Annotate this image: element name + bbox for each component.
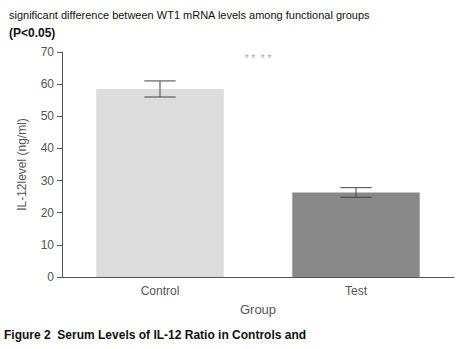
svg-text:30: 30 [41, 174, 55, 188]
svg-text:significant difference between: significant difference between WT1 mRNA … [9, 9, 370, 21]
svg-text:Test: Test [345, 284, 368, 298]
svg-text:10: 10 [41, 238, 55, 252]
svg-text:60: 60 [41, 77, 55, 91]
svg-text:20: 20 [41, 206, 55, 220]
svg-text:* * * *: * * * * [245, 53, 272, 64]
svg-text:Figure 2 Serum Levels of IL-1: Figure 2 Serum Levels of IL-12 Ratio in … [4, 328, 306, 342]
svg-text:0: 0 [47, 270, 54, 284]
svg-text:Group: Group [240, 302, 276, 317]
svg-text:(P<0.05): (P<0.05) [9, 26, 55, 40]
svg-text:70: 70 [41, 45, 55, 59]
svg-text:IL-12level (ng/ml): IL-12level (ng/ml) [15, 118, 29, 211]
svg-text:50: 50 [41, 109, 55, 123]
svg-text:Control: Control [141, 284, 180, 298]
svg-text:40: 40 [41, 141, 55, 155]
